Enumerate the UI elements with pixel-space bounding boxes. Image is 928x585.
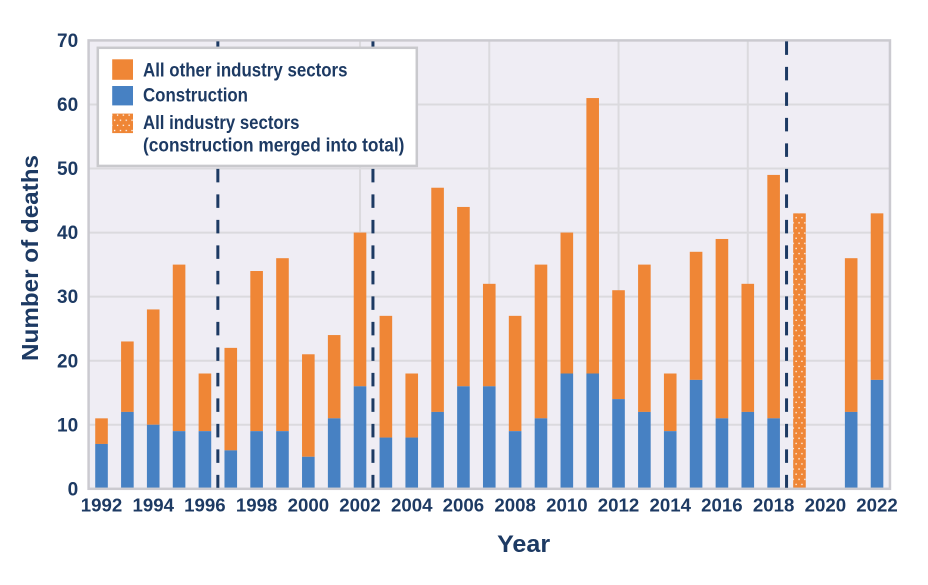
svg-text:Construction: Construction xyxy=(143,84,248,106)
svg-text:40: 40 xyxy=(57,223,78,244)
svg-text:2016: 2016 xyxy=(701,496,743,516)
svg-text:20: 20 xyxy=(57,351,78,372)
svg-text:70: 70 xyxy=(57,31,78,52)
svg-text:2010: 2010 xyxy=(546,496,588,516)
svg-text:All other industry sectors: All other industry sectors xyxy=(143,59,348,81)
svg-text:50: 50 xyxy=(57,159,78,180)
svg-text:2022: 2022 xyxy=(856,496,898,516)
svg-text:All industry sectors: All industry sectors xyxy=(143,112,300,134)
svg-text:2020: 2020 xyxy=(805,496,847,516)
svg-text:30: 30 xyxy=(57,287,78,308)
svg-text:1992: 1992 xyxy=(81,496,123,516)
svg-text:0: 0 xyxy=(68,479,79,500)
svg-text:1994: 1994 xyxy=(132,496,174,516)
svg-text:(construction merged into tota: (construction merged into total) xyxy=(143,134,404,156)
svg-text:1998: 1998 xyxy=(236,496,278,516)
svg-text:60: 60 xyxy=(57,95,78,116)
svg-text:2014: 2014 xyxy=(649,496,691,516)
svg-text:2002: 2002 xyxy=(339,496,381,516)
svg-text:2012: 2012 xyxy=(598,496,640,516)
svg-text:10: 10 xyxy=(57,415,78,436)
svg-text:2018: 2018 xyxy=(753,496,795,516)
svg-text:Number of deaths: Number of deaths xyxy=(17,155,43,361)
svg-text:Year: Year xyxy=(497,531,550,558)
svg-text:2008: 2008 xyxy=(494,496,536,516)
svg-text:1996: 1996 xyxy=(184,496,226,516)
svg-text:2004: 2004 xyxy=(391,496,433,516)
svg-text:2000: 2000 xyxy=(288,496,330,516)
svg-text:2006: 2006 xyxy=(443,496,485,516)
